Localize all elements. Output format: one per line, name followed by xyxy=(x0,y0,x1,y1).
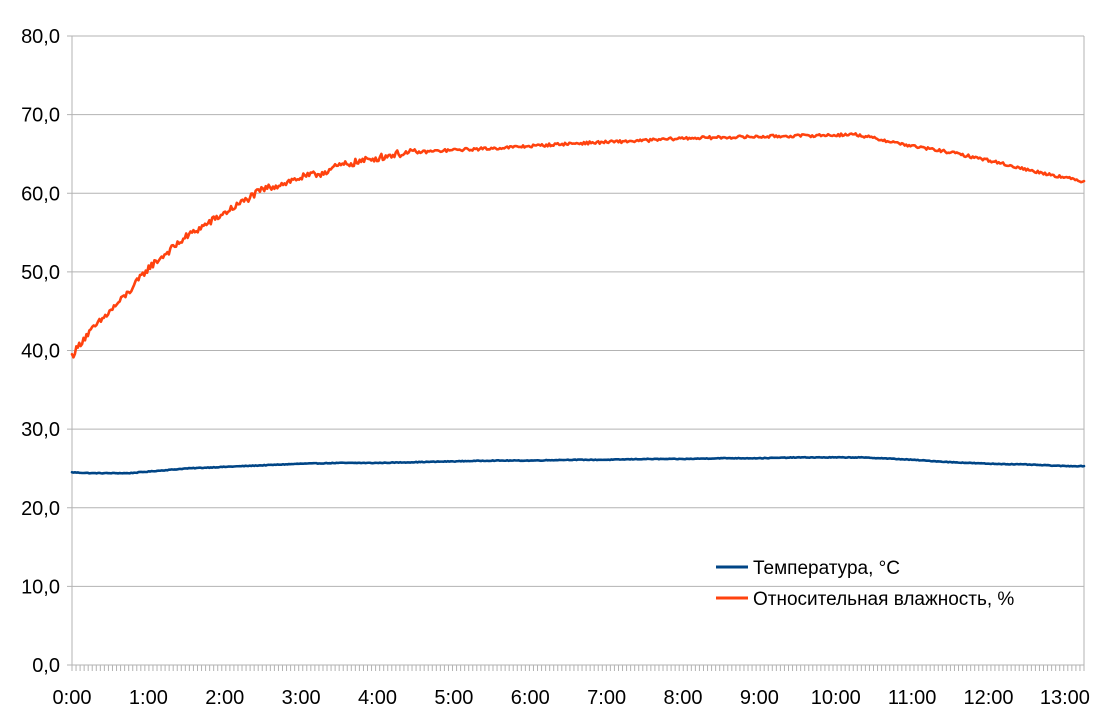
series-line-humidity xyxy=(70,132,1086,359)
x-tick-label-9: 9:00 xyxy=(740,687,779,709)
y-tick-label-4: 40,0 xyxy=(21,341,60,363)
series-line-temperature xyxy=(70,455,1086,475)
x-tick-label-13: 13:00 xyxy=(1040,687,1090,709)
data-series xyxy=(70,132,1086,475)
y-tick-label-5: 50,0 xyxy=(21,262,60,284)
y-tick-label-6: 60,0 xyxy=(21,183,60,205)
x-tick-label-7: 7:00 xyxy=(587,687,626,709)
legend-label-humidity: Относительная влажность, % xyxy=(753,589,1014,610)
y-tick-label-2: 20,0 xyxy=(21,498,60,520)
y-tick-label-1: 10,0 xyxy=(21,576,60,598)
x-tick-label-8: 8:00 xyxy=(664,687,703,709)
x-tick-label-4: 4:00 xyxy=(358,687,397,709)
x-tick-label-3: 3:00 xyxy=(282,687,321,709)
y-tick-label-7: 70,0 xyxy=(21,105,60,127)
x-tick-label-1: 1:00 xyxy=(129,687,168,709)
legend-label-temperature: Температура, °C xyxy=(753,558,900,579)
y-tick-label-8: 80,0 xyxy=(21,26,60,48)
x-tick-label-5: 5:00 xyxy=(434,687,473,709)
x-tick-label-12: 12:00 xyxy=(963,687,1013,709)
x-axis-tick-labels: 0:00 1:00 2:00 3:00 4:00 5:00 6:00 7:00 8:00 9:00… xyxy=(53,687,1090,709)
y-tick-label-3: 30,0 xyxy=(21,419,60,441)
x-tick-label-6: 6:00 xyxy=(511,687,550,709)
x-tick-label-11: 11:00 xyxy=(888,687,937,709)
x-tick-label-10: 10:00 xyxy=(811,687,861,709)
y-axis-tick-labels: 0,0 10,0 20,0 30,0 40,0 50,0 60,0 70,0 80,0 xyxy=(21,26,60,677)
y-tick-label-0: 0,0 xyxy=(32,655,60,677)
axes xyxy=(67,35,1085,671)
gridlines xyxy=(72,35,1084,587)
legend: Температура, °C Относительная влажность,… xyxy=(716,558,1014,610)
x-tick-label-2: 2:00 xyxy=(205,687,244,709)
x-minor-ticks xyxy=(71,665,1085,671)
x-tick-label-0: 0:00 xyxy=(53,687,92,709)
